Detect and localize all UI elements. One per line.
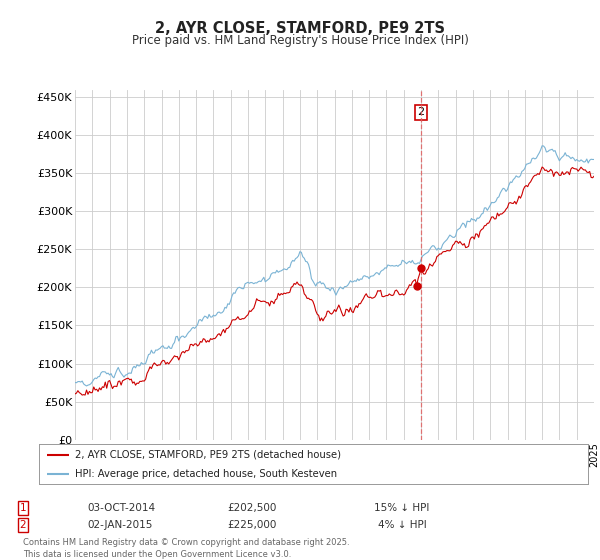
Text: Contains HM Land Registry data © Crown copyright and database right 2025.
This d: Contains HM Land Registry data © Crown c… <box>23 538 349 559</box>
Text: 2: 2 <box>19 520 26 530</box>
Text: 02-JAN-2015: 02-JAN-2015 <box>87 520 152 530</box>
Text: 4% ↓ HPI: 4% ↓ HPI <box>377 520 427 530</box>
Text: £202,500: £202,500 <box>227 503 277 513</box>
Text: 2, AYR CLOSE, STAMFORD, PE9 2TS (detached house): 2, AYR CLOSE, STAMFORD, PE9 2TS (detache… <box>74 450 341 460</box>
Text: 2: 2 <box>418 108 425 118</box>
Text: 15% ↓ HPI: 15% ↓ HPI <box>374 503 430 513</box>
Text: 2, AYR CLOSE, STAMFORD, PE9 2TS: 2, AYR CLOSE, STAMFORD, PE9 2TS <box>155 21 445 36</box>
Text: 1: 1 <box>19 503 26 513</box>
Text: HPI: Average price, detached house, South Kesteven: HPI: Average price, detached house, Sout… <box>74 469 337 478</box>
Text: 03-OCT-2014: 03-OCT-2014 <box>87 503 155 513</box>
Text: £225,000: £225,000 <box>227 520 277 530</box>
Text: Price paid vs. HM Land Registry's House Price Index (HPI): Price paid vs. HM Land Registry's House … <box>131 34 469 46</box>
